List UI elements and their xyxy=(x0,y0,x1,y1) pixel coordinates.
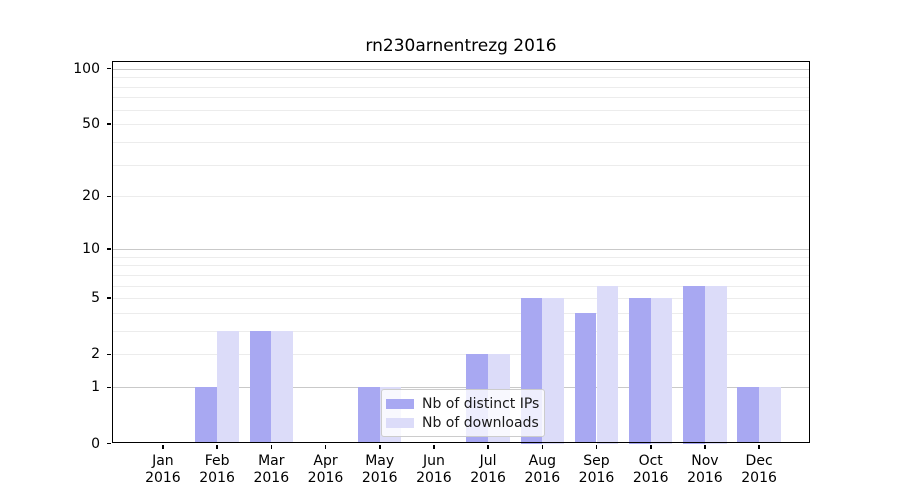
x-tick-jan xyxy=(162,444,164,449)
y-tick-label-2: 2 xyxy=(91,346,100,363)
y-tick-2 xyxy=(107,353,111,355)
x-tick-label-mar: Mar 2016 xyxy=(253,452,290,486)
x-tick-label-jun: Jun 2016 xyxy=(416,452,452,486)
x-tick-label-apr: Apr 2016 xyxy=(307,452,344,486)
y-tick-1 xyxy=(107,386,111,388)
legend-item-downloads: Nb of downloads xyxy=(386,413,539,432)
y-tick-label-100: 100 xyxy=(73,60,100,77)
x-tick-feb xyxy=(216,444,218,449)
x-tick-label-feb: Feb 2016 xyxy=(199,452,235,486)
y-tick-label-5: 5 xyxy=(91,290,100,306)
x-tick-mar xyxy=(270,444,273,449)
legend-item-distinct-ips: Nb of distinct IPs xyxy=(386,394,540,413)
x-tick-jun xyxy=(433,444,435,449)
y-tick-20 xyxy=(107,195,111,197)
legend: Nb of distinct IPs Nb of downloads xyxy=(381,389,545,437)
x-tick-may xyxy=(379,444,381,449)
x-tick-sep xyxy=(595,444,598,449)
x-tick-label-jan: Jan 2016 xyxy=(145,452,181,486)
y-tick-label-0: 0 xyxy=(91,435,100,452)
x-tick-label-oct: Oct 2016 xyxy=(632,452,669,486)
x-tick-label-jul: Jul 2016 xyxy=(470,452,506,486)
x-tick-dec xyxy=(758,444,760,449)
legend-swatch-distinct-ips xyxy=(386,398,414,409)
x-tick-label-dec: Dec 2016 xyxy=(741,452,777,486)
y-tick-10 xyxy=(107,248,111,250)
y-tick-label-20: 20 xyxy=(82,188,100,205)
x-tick-nov xyxy=(704,444,706,449)
x-tick-label-sep: Sep 2016 xyxy=(578,452,615,486)
legend-label-downloads: Nb of downloads xyxy=(422,414,539,431)
x-tick-label-aug: Aug 2016 xyxy=(524,452,561,486)
y-tick-5 xyxy=(107,297,111,299)
legend-swatch-downloads xyxy=(386,417,414,428)
x-tick-oct xyxy=(650,444,652,449)
y-tick-100 xyxy=(107,67,111,70)
x-tick-label-may: May 2016 xyxy=(361,452,398,486)
chart-title: rn230arnentrezg 2016 xyxy=(365,36,557,56)
y-tick-50 xyxy=(107,123,111,125)
x-tick-aug xyxy=(541,444,544,449)
legend-label-distinct-ips: Nb of distinct IPs xyxy=(422,395,540,412)
y-tick-0 xyxy=(107,442,111,445)
y-tick-label-50: 50 xyxy=(82,116,100,133)
x-tick-label-nov: Nov 2016 xyxy=(687,452,723,486)
y-tick-label-10: 10 xyxy=(82,240,100,257)
y-tick-label-1: 1 xyxy=(91,379,100,396)
axes-box xyxy=(112,61,810,443)
x-tick-apr xyxy=(324,444,327,449)
x-tick-jul xyxy=(487,444,489,449)
